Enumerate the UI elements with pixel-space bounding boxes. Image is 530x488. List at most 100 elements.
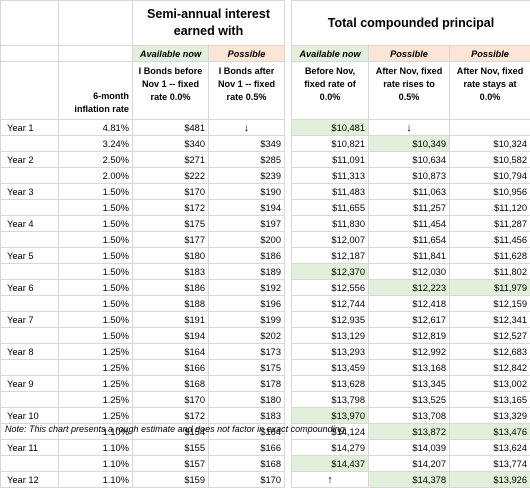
total-before-nov-cell: $12,187 <box>292 248 369 264</box>
table-row: 1.25%$166$175$13,459$13,168$12,842 <box>1 360 530 376</box>
group-separator <box>285 392 292 408</box>
semi-before-nov-cell: $172 <box>133 200 209 216</box>
total-after-nov-rises-header: After Nov, fixed rate rises to 0.5% <box>369 62 450 120</box>
inflation-rate-cell: 1.25% <box>59 344 133 360</box>
total-after-nov-stays-cell: $11,120 <box>450 200 530 216</box>
table-row: 1.50%$172$194$11,655$11,257$11,120 <box>1 200 530 216</box>
total-before-nov-cell: $11,313 <box>292 168 369 184</box>
total-before-nov-cell: $11,483 <box>292 184 369 200</box>
total-before-nov-header: Before Nov, fixed rate of 0.0% <box>292 62 369 120</box>
group-separator <box>285 152 292 168</box>
semi-after-nov-cell: $349 <box>209 136 285 152</box>
total-after-nov-rises-cell: $14,378 <box>369 472 450 488</box>
blank-cell <box>1 62 59 120</box>
row-label-cell <box>1 200 59 216</box>
blank-cell <box>1 46 59 62</box>
column-header-row: 6-month inflation rate I Bonds before No… <box>1 62 530 120</box>
group-separator <box>285 168 292 184</box>
total-before-nov-cell: $12,935 <box>292 312 369 328</box>
semi-before-nov-cell: $157 <box>133 456 209 472</box>
total-principal-title: Total compounded principal <box>292 1 530 46</box>
semi-after-nov-cell: $190 <box>209 184 285 200</box>
group-separator <box>285 120 292 136</box>
total-after-nov-stays-cell: $12,842 <box>450 360 530 376</box>
semi-before-nov-cell: $271 <box>133 152 209 168</box>
total-before-nov-cell: $10,481 <box>292 120 369 136</box>
total-after-nov-stays-cell: $12,159 <box>450 296 530 312</box>
group-separator <box>285 216 292 232</box>
semi-before-nov-cell: $194 <box>133 328 209 344</box>
total-before-nov-cell: $13,798 <box>292 392 369 408</box>
total-before-nov-cell: $11,655 <box>292 200 369 216</box>
total-after-nov-stays-cell: $12,341 <box>450 312 530 328</box>
semi-after-nov-cell: $186 <box>209 248 285 264</box>
row-label-cell: Year 7 <box>1 312 59 328</box>
semi-after-nov-cell: $178 <box>209 376 285 392</box>
total-after-nov-rises-cell: $12,992 <box>369 344 450 360</box>
inflation-rate-cell: 1.50% <box>59 296 133 312</box>
table-row: 2.00%$222$239$11,313$10,873$10,794 <box>1 168 530 184</box>
group-separator <box>285 46 292 62</box>
total-after-nov-stays-cell: $13,926 <box>450 472 530 488</box>
group-separator <box>285 184 292 200</box>
row-label-cell <box>1 392 59 408</box>
inflation-rate-cell: 1.50% <box>59 280 133 296</box>
total-available-now-label: Available now <box>292 46 369 62</box>
blank-cell <box>59 46 133 62</box>
inflation-rate-cell: 2.00% <box>59 168 133 184</box>
semi-annual-title: Semi-annual interest earned with <box>133 1 285 46</box>
semi-before-nov-cell: $170 <box>133 184 209 200</box>
row-label-cell: Year 4 <box>1 216 59 232</box>
inflation-rate-cell: 1.10% <box>59 472 133 488</box>
total-after-nov-stays-cell: $11,628 <box>450 248 530 264</box>
total-after-nov-rises-cell: $11,654 <box>369 232 450 248</box>
table-row: 1.50%$177$200$12,007$11,654$11,456 <box>1 232 530 248</box>
total-after-nov-stays-header: After Nov, fixed rate stays at 0.0% <box>450 62 530 120</box>
arrow-icon: ↓ <box>209 120 285 136</box>
total-after-nov-stays-cell: $11,979 <box>450 280 530 296</box>
group-separator <box>285 200 292 216</box>
row-label-cell <box>1 168 59 184</box>
semi-after-nov-cell: $200 <box>209 232 285 248</box>
total-after-nov-rises-cell: $10,349 <box>369 136 450 152</box>
semi-after-nov-header: I Bonds after Nov 1 -- fixed rate 0.5% <box>209 62 285 120</box>
total-before-nov-cell: $14,437 <box>292 456 369 472</box>
total-after-nov-rises-cell: $11,257 <box>369 200 450 216</box>
semi-after-nov-cell: $170 <box>209 472 285 488</box>
semi-after-nov-cell: $239 <box>209 168 285 184</box>
total-after-nov-stays-cell: $12,527 <box>450 328 530 344</box>
semi-before-nov-cell: $180 <box>133 248 209 264</box>
total-before-nov-cell: $12,007 <box>292 232 369 248</box>
semi-before-nov-cell: $168 <box>133 376 209 392</box>
semi-after-nov-cell: $197 <box>209 216 285 232</box>
title-row: Semi-annual interest earned with Total c… <box>1 1 530 46</box>
total-before-nov-cell: $11,830 <box>292 216 369 232</box>
semi-before-nov-cell: $188 <box>133 296 209 312</box>
total-after-nov-stays-cell: $13,774 <box>450 456 530 472</box>
table-row: 1.50%$194$202$13,129$12,819$12,527 <box>1 328 530 344</box>
row-label-cell <box>1 296 59 312</box>
row-label-cell: Year 6 <box>1 280 59 296</box>
group-separator <box>285 360 292 376</box>
total-after-nov-rises-cell: $12,030 <box>369 264 450 280</box>
total-after-nov-rises-cell: $11,063 <box>369 184 450 200</box>
total-after-nov-rises-cell: $13,168 <box>369 360 450 376</box>
total-after-nov-rises-cell: $14,207 <box>369 456 450 472</box>
total-after-nov-stays-cell: $13,329 <box>450 408 530 424</box>
total-before-nov-cell: $12,744 <box>292 296 369 312</box>
total-before-nov-cell: $13,628 <box>292 376 369 392</box>
total-after-nov-rises-cell: $10,873 <box>369 168 450 184</box>
total-possible-label-2: Possible <box>450 46 530 62</box>
semi-before-nov-cell: $166 <box>133 360 209 376</box>
total-after-nov-stays-cell: $11,802 <box>450 264 530 280</box>
row-label-cell: Year 12 <box>1 472 59 488</box>
total-before-nov-cell: $13,129 <box>292 328 369 344</box>
total-before-nov-cell: $12,556 <box>292 280 369 296</box>
total-after-nov-stays-cell: $10,956 <box>450 184 530 200</box>
